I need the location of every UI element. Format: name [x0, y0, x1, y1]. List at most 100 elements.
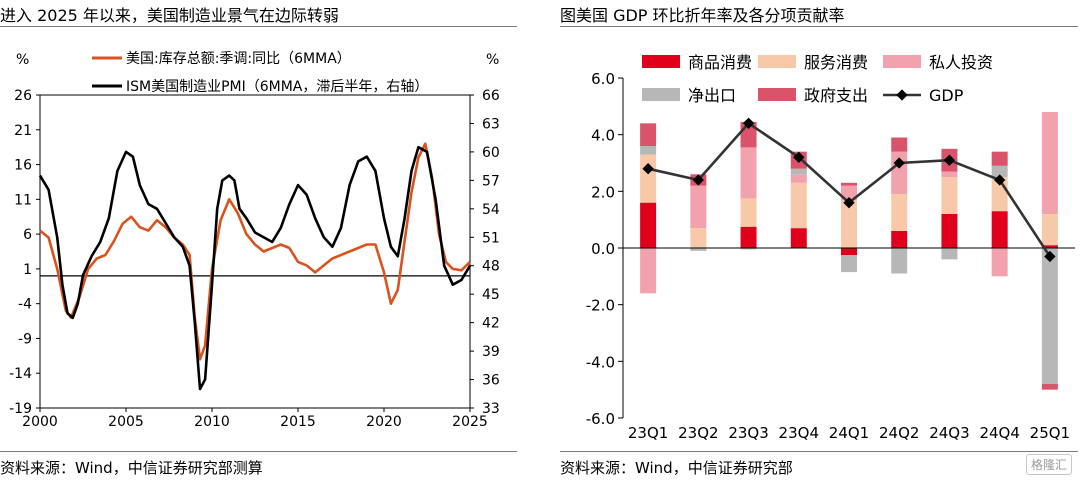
- bar-segment-4: [790, 168, 807, 175]
- left-y-axis-label: %: [16, 52, 29, 68]
- legend-label-2: ISM美国制造业PMI（6MMA，滞后半年，右轴）: [126, 79, 428, 95]
- bar-segment-4: [690, 248, 707, 251]
- bar-segment-3: [991, 248, 1008, 277]
- left-source-rule: [0, 451, 517, 452]
- left-y-tick-label: 21: [14, 123, 32, 139]
- legend-swatch-2: [758, 55, 796, 68]
- x-category-label: 23Q2: [678, 424, 718, 442]
- legend-swatch-1: [642, 55, 680, 68]
- bar-segment-2: [790, 182, 807, 229]
- right-source-rule: [560, 451, 1078, 452]
- x-category-label: 24Q1: [829, 424, 869, 442]
- x-category-label: 24Q3: [929, 424, 969, 442]
- left-y-tick-label: 6: [23, 227, 32, 243]
- bar-segment-2: [690, 228, 707, 248]
- legend-label-3: 私人投资: [929, 53, 993, 72]
- right-title-rule: [560, 26, 1078, 27]
- bar-segment-1: [790, 228, 807, 248]
- legend-label-1: 美国:库存总额:季调:同比（6MMA）: [126, 51, 351, 67]
- bar-segment-5: [640, 123, 657, 146]
- bar-segment-1: [841, 248, 857, 256]
- right-y-tick-label: 33: [482, 401, 500, 417]
- bar-segment-1: [891, 231, 908, 248]
- x-tick-label: 2005: [108, 414, 144, 430]
- bar-segment-4: [740, 248, 757, 250]
- left-chart-source: 资料来源：Wind，中信证券研究部测算: [0, 459, 263, 477]
- x-category-label: 23Q3: [728, 424, 768, 442]
- x-tick-label: 2020: [366, 414, 402, 430]
- bar-segment-1: [1041, 245, 1058, 248]
- x-tick-label: 2000: [22, 414, 58, 430]
- y-tick-label: 6.0: [591, 70, 615, 88]
- bar-segment-5: [891, 137, 908, 152]
- bar-segment-3: [790, 174, 807, 183]
- right-chart-title: 图美国 GDP 环比折年率及各分项贡献率: [560, 6, 845, 25]
- left-chart-title: 进入 2025 年以来，美国制造业景气在边际转弱: [0, 6, 339, 25]
- right-y-tick-label: 42: [482, 316, 500, 332]
- series-line-1: [39, 142, 471, 361]
- y-tick-label: 0.0: [591, 240, 615, 258]
- y-tick-label: 2.0: [591, 183, 615, 201]
- x-category-label: 23Q4: [779, 424, 819, 442]
- bar-segment-4: [941, 248, 958, 260]
- y-tick-label: -4.0: [586, 353, 615, 371]
- gdp-marker: [943, 154, 956, 166]
- bar-segment-4: [640, 146, 657, 155]
- bar-segment-4: [1041, 248, 1058, 384]
- legend-label-1: 商品消费: [688, 53, 752, 72]
- bar-segment-4: [841, 255, 857, 273]
- x-category-label: 24Q4: [979, 424, 1019, 442]
- gdp-marker: [742, 117, 755, 129]
- right-y-tick-label: 60: [482, 145, 500, 161]
- left-y-tick-label: 26: [14, 88, 32, 104]
- left-plot-frame: [39, 94, 471, 409]
- bar-segment-5: [1041, 384, 1058, 390]
- left-title-rule: [0, 26, 517, 27]
- right-bar-chart: -6.0 -4.0 -2.0 0.0 2.0 4.0 6.0 23Q1 23Q2 23Q3 23Q4…: [586, 53, 1075, 442]
- left-y-tick-label: 11: [14, 192, 32, 208]
- legend-swatch-3: [883, 55, 921, 68]
- watermark-logo: 格隆汇: [1025, 454, 1072, 475]
- bar-segment-3: [640, 248, 657, 294]
- right-y-axis-label: %: [486, 52, 499, 68]
- bar-segment-1: [640, 202, 657, 248]
- bar-segment-1: [991, 211, 1008, 248]
- y-tick-label: -2.0: [586, 297, 615, 315]
- bar-segment-2: [891, 194, 908, 231]
- right-y-tick-label: 63: [482, 116, 500, 132]
- bar-segment-5: [841, 182, 857, 186]
- bar-segment-3: [941, 171, 958, 178]
- bar-segment-2: [941, 177, 958, 214]
- left-y-tick-label: -14: [9, 366, 32, 382]
- right-y-tick-label: 45: [482, 287, 500, 303]
- left-y-tick-label: -4: [18, 297, 32, 313]
- right-y-tick-label: 39: [482, 344, 500, 360]
- legend-label-2: 服务消费: [804, 53, 868, 72]
- bar-segment-1: [941, 214, 958, 248]
- y-tick-label: -6.0: [586, 410, 615, 428]
- left-chart-panel: 进入 2025 年以来，美国制造业景气在边际转弱 -19 -14 -9 -4 1 6 11 1…: [0, 0, 520, 481]
- bar-segment-1: [740, 226, 757, 248]
- bar-segment-3: [1041, 112, 1058, 214]
- x-category-label: 25Q1: [1030, 424, 1070, 442]
- right-chart-source: 资料来源：Wind，中信证券研究部: [560, 459, 793, 477]
- x-category-label: 24Q2: [879, 424, 919, 442]
- legend-label-6: GDP: [929, 86, 964, 105]
- y-tick-label: 4.0: [591, 127, 615, 145]
- bar-segment-2: [740, 198, 757, 227]
- bar-segment-3: [841, 185, 857, 200]
- x-tick-label: 2010: [194, 414, 230, 430]
- x-category-label: 23Q1: [628, 424, 668, 442]
- bar-segment-2: [640, 154, 657, 203]
- right-y-tick-label: 51: [482, 230, 500, 246]
- bar-segment-2: [1041, 214, 1058, 246]
- left-y-tick-label: -9: [18, 331, 32, 347]
- legend-label-5: 政府支出: [804, 86, 868, 105]
- legend-gdp-marker: [896, 89, 908, 101]
- legend-swatch-4: [642, 88, 680, 101]
- left-line-chart: -19-14-9-4161116212633363942454851545760…: [9, 51, 500, 430]
- left-y-tick-label: 1: [23, 262, 32, 278]
- x-tick-label: 2025: [452, 414, 488, 430]
- left-y-tick-label: 16: [14, 158, 32, 174]
- bar-segment-4: [991, 165, 1008, 178]
